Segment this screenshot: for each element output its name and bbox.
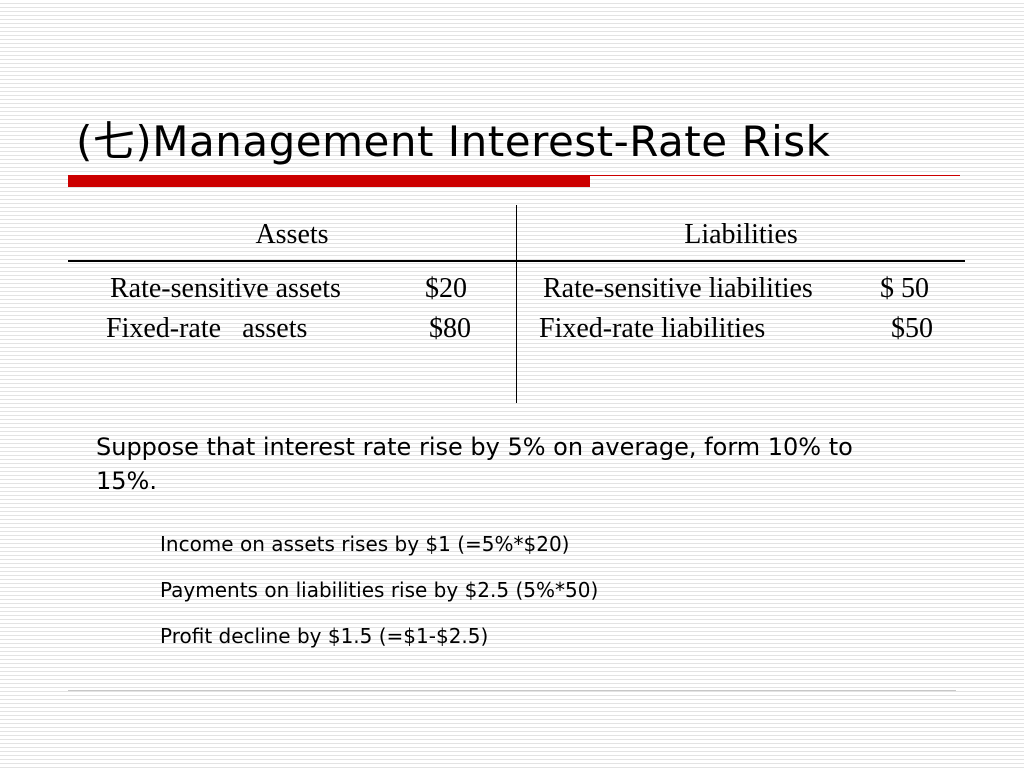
calculation-list: Income on assets rises by $1 (=5%*$20) P… [160,527,598,665]
balance-table: Assets Liabilities Rate-sensitive assets… [68,205,965,403]
list-item: Income on assets rises by $1 (=5%*$20) [160,532,570,556]
list-item: Payments on liabilities rise by $2.5 (5%… [160,578,599,602]
fixed-rate-liabilities-label: Fixed-rate liabilities [539,313,766,344]
assets-header: Assets [255,219,329,250]
liabilities-header: Liabilities [684,219,798,250]
footer-divider [68,690,956,691]
slide-title: (七)Management Interest-Rate Risk [76,117,831,166]
title-underline-bar [68,175,590,187]
list-item: Profit decline by $1.5 (=$1-$2.5) [160,624,489,648]
scenario-paragraph: Suppose that interest rate rise by 5% on… [96,433,853,495]
fixed-rate-assets-value: $80 [429,313,471,344]
fixed-rate-assets-label: Fixed-rate assets [106,313,308,344]
rate-sensitive-liabilities-label: Rate-sensitive liabilities [543,273,813,304]
rate-sensitive-assets-label: Rate-sensitive assets [110,273,341,304]
table-header-rule [68,260,965,262]
table-column-divider [516,205,517,403]
rate-sensitive-liabilities-value: $ 50 [880,273,929,304]
title-underline-thin [590,175,960,176]
rate-sensitive-assets-value: $20 [425,273,467,304]
fixed-rate-liabilities-value: $50 [891,313,933,344]
